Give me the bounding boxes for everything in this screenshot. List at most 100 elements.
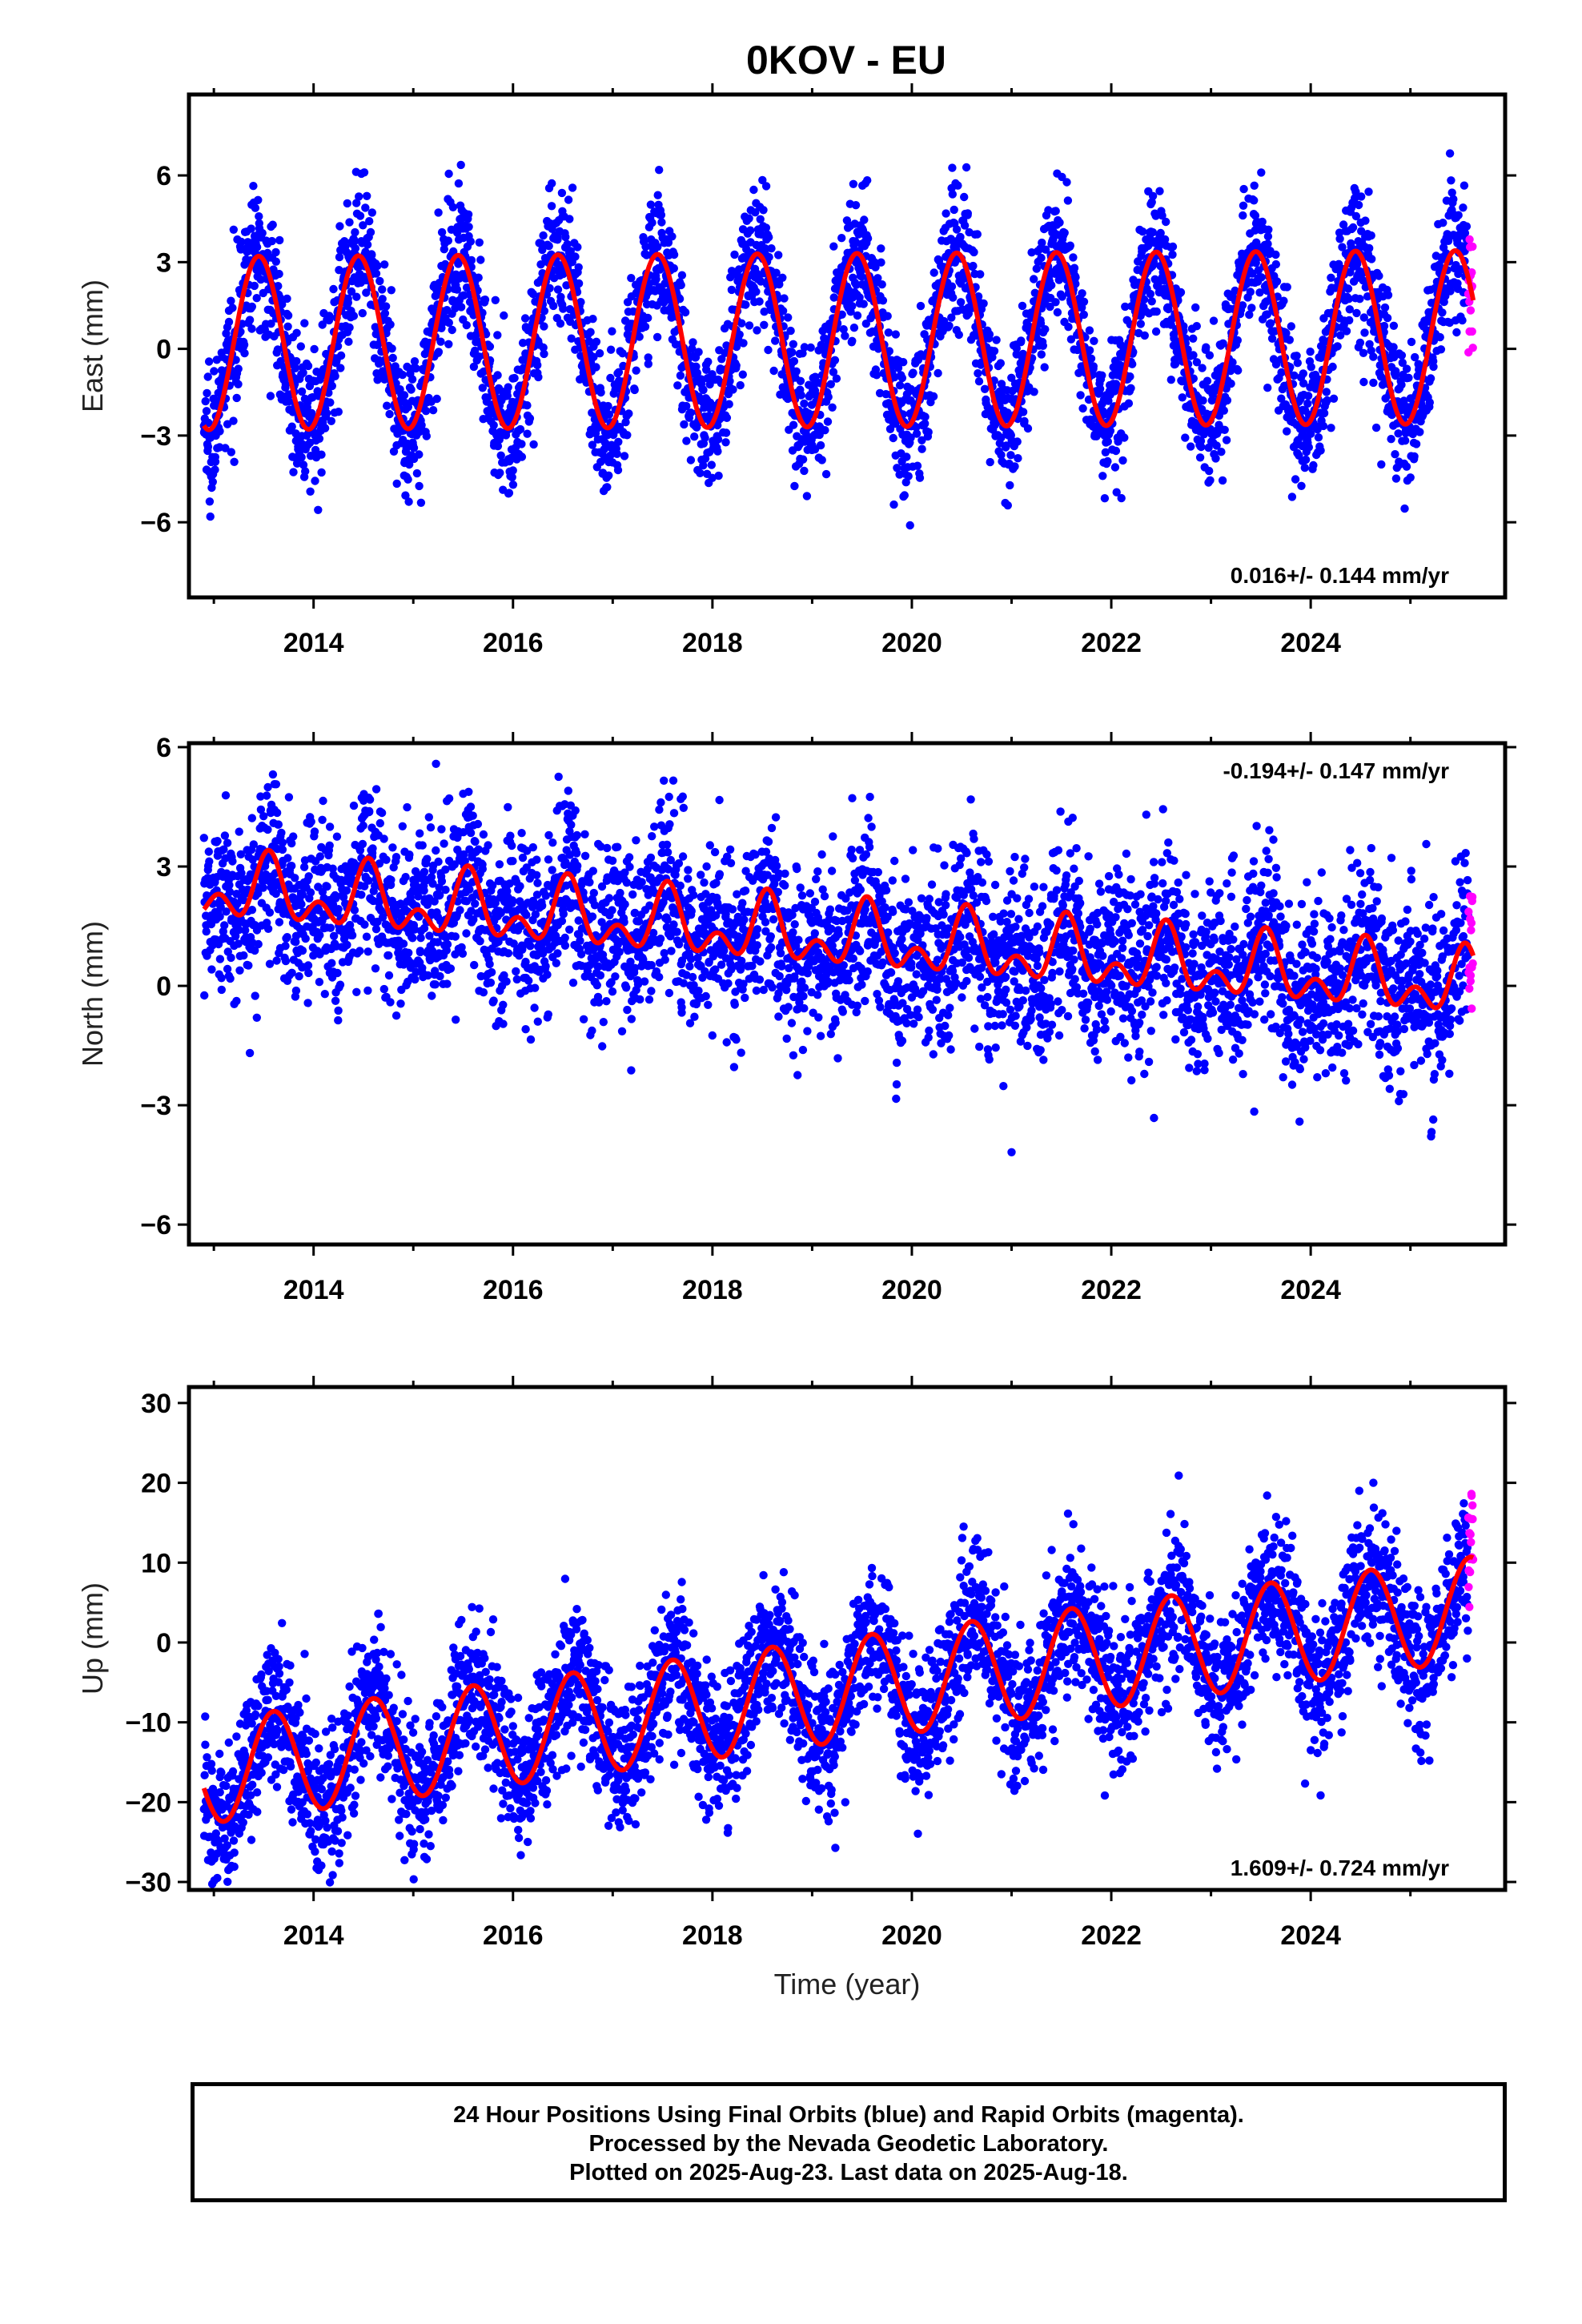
final-orbit-point <box>232 996 241 1006</box>
final-orbit-point <box>816 440 825 450</box>
final-orbit-point <box>588 315 597 324</box>
final-orbit-point <box>310 827 319 836</box>
final-orbit-point <box>436 971 444 981</box>
final-orbit-point <box>1110 463 1120 472</box>
final-orbit-point <box>1228 358 1237 367</box>
final-orbit-point <box>436 337 445 346</box>
final-orbit-point <box>409 444 419 452</box>
final-orbit-point <box>422 432 431 440</box>
final-orbit-point <box>1300 463 1310 472</box>
final-orbit-point <box>388 353 397 363</box>
final-orbit-point <box>841 332 849 340</box>
final-orbit-point <box>451 932 460 941</box>
final-orbit-point <box>904 472 913 480</box>
final-orbit-point <box>1017 336 1026 345</box>
final-orbit-point <box>960 221 970 230</box>
final-orbit-point <box>760 320 769 329</box>
final-orbit-point <box>929 392 938 401</box>
final-orbit-point <box>1375 271 1383 280</box>
final-orbit-point <box>871 263 880 271</box>
final-orbit-point <box>725 400 733 408</box>
final-orbit-point <box>1058 292 1066 301</box>
final-orbit-point <box>839 325 848 334</box>
final-orbit-point <box>1387 435 1395 444</box>
final-orbit-point <box>1037 253 1046 263</box>
final-orbit-point <box>934 368 942 378</box>
final-orbit-point <box>567 334 576 343</box>
final-orbit-point <box>493 441 503 451</box>
final-orbit-point <box>730 250 739 259</box>
final-orbit-point <box>219 845 228 854</box>
final-orbit-point <box>613 465 623 475</box>
final-orbit-point <box>702 365 711 374</box>
final-orbit-point <box>351 227 359 237</box>
final-orbit-point <box>802 492 812 501</box>
final-orbit-point <box>1103 456 1112 466</box>
final-orbit-point <box>696 468 705 477</box>
final-orbit-point <box>1238 301 1247 310</box>
final-orbit-point <box>343 298 352 308</box>
final-orbit-point <box>287 968 296 978</box>
final-orbit-point <box>234 364 243 373</box>
final-orbit-point <box>1010 462 1019 471</box>
final-orbit-point <box>1239 201 1248 210</box>
final-orbit-point <box>1293 359 1303 368</box>
final-orbit-point <box>1138 227 1147 236</box>
final-orbit-point <box>1151 211 1160 220</box>
final-orbit-point <box>1090 336 1098 345</box>
final-orbit-point <box>789 356 799 366</box>
final-orbit-point <box>1369 352 1378 361</box>
final-orbit-point <box>694 348 703 356</box>
x-tick-label: 2014 <box>283 628 344 658</box>
final-orbit-point <box>1118 456 1127 465</box>
final-orbit-point <box>480 296 490 304</box>
final-orbit-point <box>849 324 859 332</box>
final-orbit-point <box>424 813 433 822</box>
final-orbit-point <box>331 996 340 1006</box>
final-orbit-point <box>976 270 985 279</box>
final-orbit-point <box>345 323 354 332</box>
final-orbit-point <box>252 294 261 303</box>
final-orbit-point <box>1339 220 1348 229</box>
final-orbit-point <box>304 968 313 978</box>
final-orbit-point <box>1196 436 1206 445</box>
final-orbit-point <box>210 367 219 376</box>
final-orbit-point <box>272 808 282 818</box>
final-orbit-point <box>788 348 797 357</box>
final-orbit-point <box>1351 194 1359 203</box>
final-orbit-point <box>1299 369 1308 378</box>
final-orbit-point <box>384 971 394 980</box>
final-orbit-point <box>1389 343 1398 352</box>
rapid-orbit-point <box>1468 242 1477 251</box>
final-orbit-point <box>1095 384 1105 393</box>
final-orbit-point <box>1070 263 1079 272</box>
final-orbit-point <box>314 505 323 514</box>
final-orbit-point <box>296 342 305 351</box>
final-orbit-point <box>676 371 685 380</box>
final-orbit-point <box>520 314 530 323</box>
final-orbit-point <box>1231 286 1239 296</box>
final-orbit-point <box>1079 297 1089 306</box>
final-orbit-point <box>1121 302 1130 312</box>
final-orbit-point <box>391 853 401 862</box>
final-orbit-point <box>237 237 246 247</box>
final-orbit-point <box>266 392 275 400</box>
final-orbit-point <box>528 289 537 299</box>
final-orbit-point <box>408 375 417 384</box>
final-orbit-point <box>1211 454 1220 463</box>
final-orbit-point <box>1247 304 1256 312</box>
final-orbit-point <box>592 363 600 372</box>
final-orbit-point <box>303 999 312 1007</box>
final-orbit-point <box>612 449 621 458</box>
final-orbit-point <box>334 1015 343 1025</box>
final-orbit-point <box>877 280 886 289</box>
final-orbit-point <box>325 841 334 850</box>
final-orbit-point <box>415 481 424 491</box>
final-orbit-point <box>948 163 957 172</box>
final-orbit-point <box>404 475 412 484</box>
final-orbit-point <box>564 195 573 204</box>
final-orbit-point <box>441 885 450 895</box>
final-orbit-point <box>418 841 427 850</box>
final-orbit-point <box>832 374 841 383</box>
final-orbit-point <box>1255 288 1264 297</box>
